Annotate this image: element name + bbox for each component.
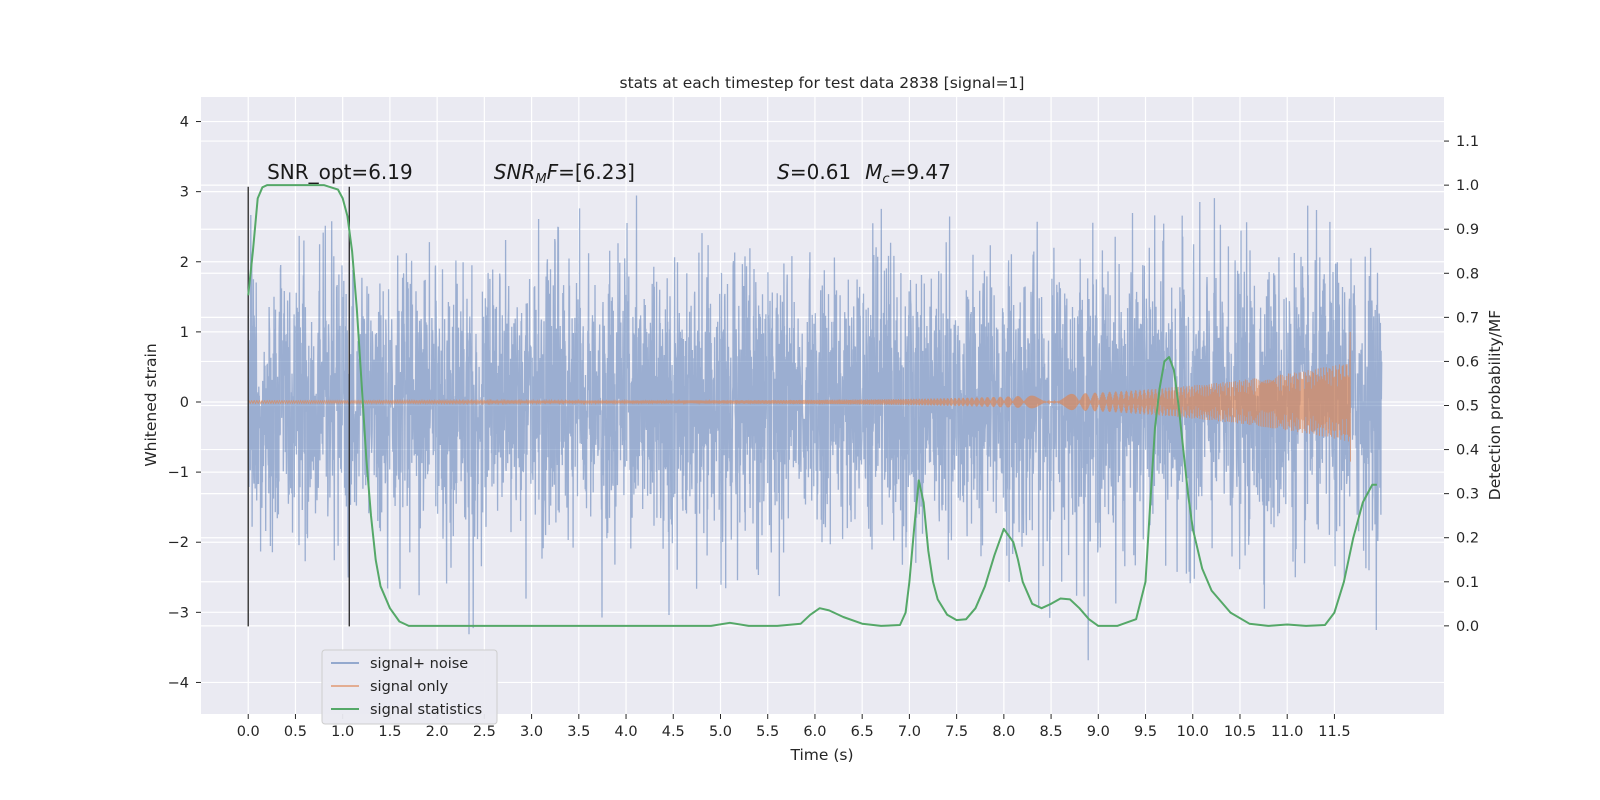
y2-tick-label: 0.6 xyxy=(1456,354,1479,370)
y2-tick-label: 1.1 xyxy=(1456,134,1479,150)
y2-tick-label: 0.2 xyxy=(1456,531,1479,547)
y2-tick-label: 0.3 xyxy=(1456,487,1479,503)
x-tick-label: 5.5 xyxy=(756,724,779,740)
x-axis-ticks: 0.0 0.5 1.0 1.5 2.0 2.5 3.0 3.5 4.0 4.5 5.0 5.5 6.0 6… xyxy=(237,714,1351,740)
y2-tick-label: 0.7 xyxy=(1456,310,1479,326)
y2-axis-label: Detection probability/MF xyxy=(1486,310,1504,501)
x-tick-label: 3.0 xyxy=(520,724,543,740)
annotations: SNR_opt=6.19 SNRMF=[6.23] S=0.61 Mc=9.47 xyxy=(267,160,951,187)
legend: signal+ noise signal only signal statist… xyxy=(321,649,498,725)
y2-tick-label: 0.4 xyxy=(1456,443,1479,459)
y2-tick-label: 1.0 xyxy=(1456,178,1479,194)
x-tick-label: 0.0 xyxy=(237,724,260,740)
x-tick-label: 4.0 xyxy=(615,724,638,740)
y-tick-label: −2 xyxy=(168,535,189,551)
y2-tick-label: 0.5 xyxy=(1456,399,1479,415)
x-tick-label: 1.0 xyxy=(331,724,354,740)
x-tick-label: 6.0 xyxy=(803,724,826,740)
annotation-snr-opt: SNR_opt=6.19 xyxy=(267,160,413,184)
signal-only-series xyxy=(247,331,1351,462)
x-axis-label: Time (s) xyxy=(789,746,853,764)
x-tick-label: 7.0 xyxy=(898,724,921,740)
x-tick-label: 8.5 xyxy=(1040,724,1063,740)
signal-noise-series xyxy=(247,195,1383,661)
signal-statistics-line xyxy=(247,184,1377,627)
x-tick-label: 10.0 xyxy=(1177,724,1209,740)
y-tick-label: 1 xyxy=(180,325,189,341)
x-tick-label: 6.5 xyxy=(851,724,874,740)
y2-axis-ticks: 0.0 0.1 0.2 0.3 0.4 0.5 0.6 0.7 0.8 0.9 1.0 1.1 xyxy=(1444,134,1479,635)
x-tick-label: 11.5 xyxy=(1318,724,1350,740)
x-tick-label: 9.5 xyxy=(1134,724,1157,740)
signal-statistics-series xyxy=(247,184,1377,627)
annotation-s-mc: S=0.61 Mc=9.47 xyxy=(777,160,951,187)
x-tick-label: 2.5 xyxy=(473,724,496,740)
signal-noise-line xyxy=(247,195,1383,661)
x-tick-label: 7.5 xyxy=(945,724,968,740)
y2-tick-label: 0.9 xyxy=(1456,222,1479,238)
x-tick-label: 10.5 xyxy=(1224,724,1256,740)
y-tick-label: −3 xyxy=(168,605,189,621)
x-tick-label: 3.5 xyxy=(567,724,590,740)
x-tick-label: 1.5 xyxy=(378,724,401,740)
x-tick-label: 5.0 xyxy=(709,724,732,740)
y-tick-label: 2 xyxy=(180,255,189,271)
y2-tick-label: 0.0 xyxy=(1456,619,1479,635)
y-tick-label: 0 xyxy=(180,395,189,411)
y-tick-label: 4 xyxy=(180,115,189,131)
chart-title: stats at each timestep for test data 283… xyxy=(620,74,1025,92)
y2-tick-label: 0.1 xyxy=(1456,575,1479,591)
x-tick-label: 8.0 xyxy=(992,724,1015,740)
y-axis-ticks: −4 −3 −2 −1 0 1 2 3 4 xyxy=(168,115,201,691)
x-tick-label: 4.5 xyxy=(662,724,685,740)
legend-box xyxy=(321,649,498,725)
signal-only-line xyxy=(247,331,1351,462)
y-tick-label: 3 xyxy=(180,185,189,201)
y-tick-label: −4 xyxy=(168,675,189,691)
annotation-snr-mf: SNRMF=[6.23] xyxy=(494,160,635,187)
y-tick-label: −1 xyxy=(168,465,189,481)
vertical-markers xyxy=(247,186,350,627)
x-tick-label: 11.0 xyxy=(1271,724,1303,740)
y-axis-label: Whitened strain xyxy=(142,343,160,466)
x-tick-label: 2.0 xyxy=(426,724,449,740)
legend-label-signal-noise: signal+ noise xyxy=(370,656,468,672)
legend-label-signal-statistics: signal statistics xyxy=(370,702,482,718)
legend-label-signal-only: signal only xyxy=(370,679,449,695)
y2-tick-label: 0.8 xyxy=(1456,266,1479,282)
x-tick-label: 9.0 xyxy=(1087,724,1110,740)
x-tick-label: 0.5 xyxy=(284,724,307,740)
